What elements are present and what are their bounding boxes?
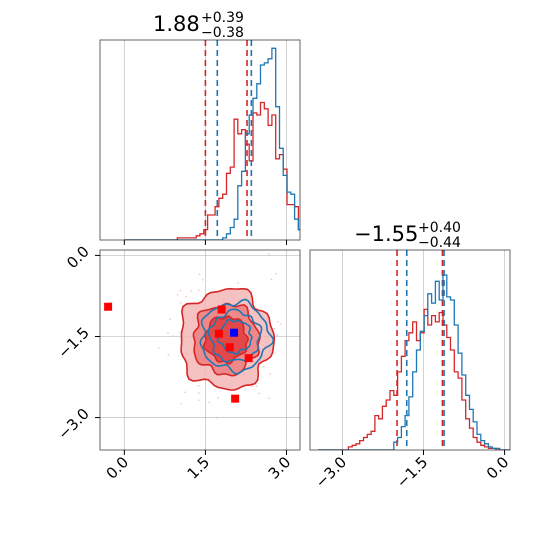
- sample-point: [276, 334, 279, 336]
- sample-point: [185, 295, 187, 298]
- title-param2-minus: −0.44: [418, 235, 461, 251]
- sample-point: [267, 253, 270, 255]
- marker-blue: [230, 328, 239, 337]
- title-param1-value: 1.88: [153, 12, 200, 36]
- sample-point: [158, 346, 160, 349]
- hist-param2-x-tick-label: 0.0: [483, 453, 513, 483]
- hist-param1-series-1-step: [124, 47, 300, 240]
- title-param1-minus: −0.38: [201, 25, 244, 41]
- marker-red: [244, 354, 253, 363]
- sample-point: [172, 334, 174, 337]
- sample-point: [167, 332, 169, 334]
- sample-point: [267, 397, 270, 400]
- sample-point: [217, 396, 219, 399]
- marker-red: [231, 394, 240, 403]
- sample-point: [276, 320, 279, 323]
- contour-y-tick-label: −3.0: [54, 405, 92, 443]
- sample-point: [262, 365, 265, 368]
- sample-point: [251, 385, 254, 388]
- title-param2-plus: +0.40: [418, 220, 461, 236]
- sample-point: [184, 391, 187, 394]
- sample-point: [176, 293, 179, 296]
- sample-point: [237, 282, 240, 285]
- sample-point: [179, 301, 182, 304]
- contour-blue-level-2: [199, 298, 275, 375]
- sample-point: [215, 416, 218, 419]
- histogram-param2: [318, 250, 510, 450]
- histogram-param2-frame: [309, 249, 511, 451]
- contour-x-tick-label: 3.0: [265, 453, 295, 483]
- sample-point: [269, 373, 272, 375]
- sample-point: [275, 272, 278, 275]
- hist-param1-series-0-step: [124, 101, 300, 240]
- title-param2-value: −1.55: [354, 222, 418, 246]
- sample-point: [179, 331, 182, 334]
- histogram-param1: [123, 40, 300, 240]
- hist-param2-series-0-step: [318, 308, 510, 450]
- sample-point: [273, 328, 276, 330]
- sample-point: [167, 353, 170, 356]
- sample-point: [279, 322, 282, 325]
- histogram-param1-frame: [99, 39, 301, 241]
- contour-x-tick-label: 0.0: [103, 453, 133, 483]
- hist-param2-x-tick-label: −1.5: [393, 453, 431, 491]
- sample-point: [198, 273, 201, 276]
- marker-red: [214, 329, 223, 338]
- contour-param1-param2: [100, 250, 318, 469]
- sample-point: [258, 392, 261, 395]
- marker-red: [104, 302, 113, 311]
- contour-y-tick-label: 0.0: [63, 243, 93, 273]
- sample-point: [198, 392, 200, 394]
- contour-y-tick-label: −1.5: [54, 324, 92, 362]
- sample-point: [270, 278, 273, 281]
- sample-point: [217, 467, 219, 469]
- sample-point: [255, 385, 258, 388]
- sample-point: [179, 289, 182, 292]
- sample-point: [197, 399, 200, 402]
- sample-point: [316, 338, 318, 340]
- contour-x-tick-label: 1.5: [184, 453, 214, 483]
- sample-point: [180, 402, 183, 405]
- sample-point: [208, 401, 211, 404]
- sample-point: [190, 290, 192, 292]
- sample-point: [197, 384, 200, 387]
- title-param1-plus: +0.39: [201, 10, 244, 26]
- hist-param2-x-tick-label: −3.0: [312, 453, 350, 491]
- sample-point: [197, 289, 200, 292]
- hist-param2-series-1-step: [318, 274, 510, 450]
- contour-frame: [99, 249, 301, 451]
- sample-point: [201, 278, 204, 281]
- marker-red: [225, 343, 234, 352]
- sample-point: [169, 318, 171, 320]
- contour-red-level-2: [202, 315, 250, 365]
- marker-red: [217, 305, 226, 314]
